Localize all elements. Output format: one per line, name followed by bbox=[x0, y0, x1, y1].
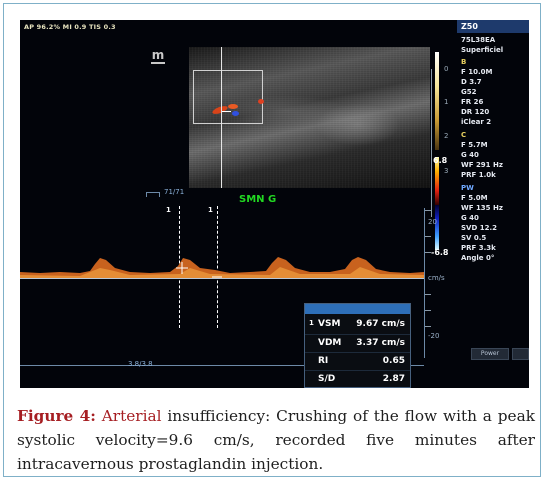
axis-tick bbox=[425, 252, 431, 253]
color-mode-heading: C bbox=[461, 131, 467, 139]
measurement-name: VDM bbox=[318, 338, 342, 348]
measurement-name: RI bbox=[318, 356, 329, 366]
pw-mode-param: SVD 12.2 bbox=[461, 224, 497, 232]
color-scale-min: -6.8 bbox=[431, 248, 449, 257]
grayscale-bar bbox=[435, 52, 439, 150]
doppler-cursor-line bbox=[221, 47, 222, 188]
b-mode-param: DR 120 bbox=[461, 108, 490, 116]
measurement-index: 1 bbox=[309, 319, 314, 327]
pw-mode-param: Angle 0° bbox=[461, 254, 495, 262]
axis-tick bbox=[425, 310, 431, 311]
ultrasound-screen: AP 96.2% MI 0.9 TIS 0.3 m 0 1 2 3 6.8 -6… bbox=[20, 20, 529, 388]
power-button[interactable]: Power bbox=[471, 348, 509, 360]
caption-label: Figure 4: bbox=[17, 407, 96, 425]
measurement-value: 0.65 bbox=[382, 356, 405, 366]
probe-badge[interactable]: Z50 bbox=[457, 20, 529, 33]
measurement-name: S/D bbox=[318, 374, 336, 384]
measurement-row: VDM 3.37 cm/s bbox=[305, 334, 410, 352]
measurement-value: 3.37 cm/s bbox=[356, 338, 405, 348]
status-bar: AP 96.2% MI 0.9 TIS 0.3 bbox=[24, 23, 116, 31]
scale-bracket bbox=[146, 192, 160, 197]
depth-tick: 3 bbox=[444, 167, 449, 175]
measurement-value: 2.87 bbox=[382, 374, 405, 384]
color-scale-positive bbox=[435, 157, 439, 205]
axis-tick bbox=[425, 236, 431, 237]
doppler-flow-red bbox=[211, 104, 229, 116]
color-scale-negative bbox=[435, 205, 439, 250]
transducer-label: 75L38EA bbox=[461, 36, 496, 44]
axis-tick bbox=[425, 294, 431, 295]
b-mode-param: F 10.0M bbox=[461, 68, 493, 76]
doppler-flow-blue bbox=[232, 111, 239, 116]
color-mode-param: PRF 1.0k bbox=[461, 171, 496, 179]
manufacturer-logo: m bbox=[151, 48, 165, 64]
caption-lead: Arterial bbox=[101, 407, 162, 425]
axis-tick bbox=[425, 326, 431, 327]
side-button[interactable] bbox=[512, 348, 529, 360]
preset-label: Superficiel bbox=[461, 46, 504, 54]
measurement-row: S/D 2.87 bbox=[305, 370, 410, 388]
parameter-panel: Z50 75L38EA Superficiel B F 10.0M D 3.7 … bbox=[457, 20, 529, 388]
color-mode-param: G 40 bbox=[461, 151, 479, 159]
depth-tick: 1 bbox=[444, 98, 449, 106]
caliper-marker: 1 bbox=[208, 206, 213, 214]
doppler-flow-red bbox=[228, 104, 238, 109]
depth-tick: 0 bbox=[444, 65, 449, 73]
measurement-row: 1 VSM 9.67 cm/s bbox=[305, 316, 410, 334]
pw-mode-param: G 40 bbox=[461, 214, 479, 222]
caliper-line[interactable] bbox=[217, 206, 218, 328]
measurement-value: 9.67 cm/s bbox=[356, 319, 405, 329]
measurement-name: VSM bbox=[318, 319, 341, 329]
b-mode-param: iClear 2 bbox=[461, 118, 492, 126]
measurement-header bbox=[305, 304, 410, 314]
color-scale-max: 6.8 bbox=[433, 156, 448, 165]
doppler-flow-red bbox=[258, 99, 264, 104]
b-mode-param: D 3.7 bbox=[461, 78, 482, 86]
pw-mode-param: SV 0.5 bbox=[461, 234, 487, 242]
measurement-row: RI 0.65 bbox=[305, 352, 410, 370]
sample-volume-gate bbox=[222, 111, 231, 112]
sweep-label-bottom: 3.8/3.8 bbox=[128, 360, 153, 368]
b-mode-image bbox=[189, 47, 432, 217]
b-mode-param: FR 26 bbox=[461, 98, 484, 106]
b-mode-heading: B bbox=[461, 58, 467, 66]
velocity-tick: 20 bbox=[428, 218, 437, 226]
time-ruler bbox=[20, 365, 424, 371]
color-mode-param: F 5.7M bbox=[461, 141, 488, 149]
velocity-axis bbox=[424, 208, 425, 358]
pw-mode-param: PRF 3.3k bbox=[461, 244, 496, 252]
doppler-spectrum bbox=[20, 257, 424, 279]
axis-tick bbox=[425, 210, 431, 211]
measurement-panel: 1 VSM 9.67 cm/s VDM 3.37 cm/s RI 0.65 S/… bbox=[304, 303, 411, 388]
caliper-marker: 1 bbox=[166, 206, 171, 214]
spectral-baseline bbox=[20, 278, 424, 279]
depth-scale bbox=[431, 69, 432, 217]
pw-mode-heading: PW bbox=[461, 184, 474, 192]
pw-mode-param: WF 135 Hz bbox=[461, 204, 503, 212]
depth-tick: 2 bbox=[444, 132, 449, 140]
b-mode-param: G52 bbox=[461, 88, 477, 96]
velocity-unit: cm/s bbox=[428, 274, 445, 282]
caption-text: insufficiency: Crushing of the flow with… bbox=[17, 407, 535, 473]
velocity-tick: -20 bbox=[428, 332, 440, 340]
sweep-label-top: 71/71 bbox=[164, 188, 185, 196]
color-doppler-box bbox=[193, 70, 264, 124]
figure-frame: AP 96.2% MI 0.9 TIS 0.3 m 0 1 2 3 6.8 -6… bbox=[3, 3, 541, 477]
figure-caption: Figure 4: Arterial insufficiency: Crushi… bbox=[17, 404, 535, 476]
color-mode-param: WF 291 Hz bbox=[461, 161, 503, 169]
pw-mode-param: F 5.0M bbox=[461, 194, 488, 202]
annotation-label: SMN G bbox=[239, 194, 277, 205]
